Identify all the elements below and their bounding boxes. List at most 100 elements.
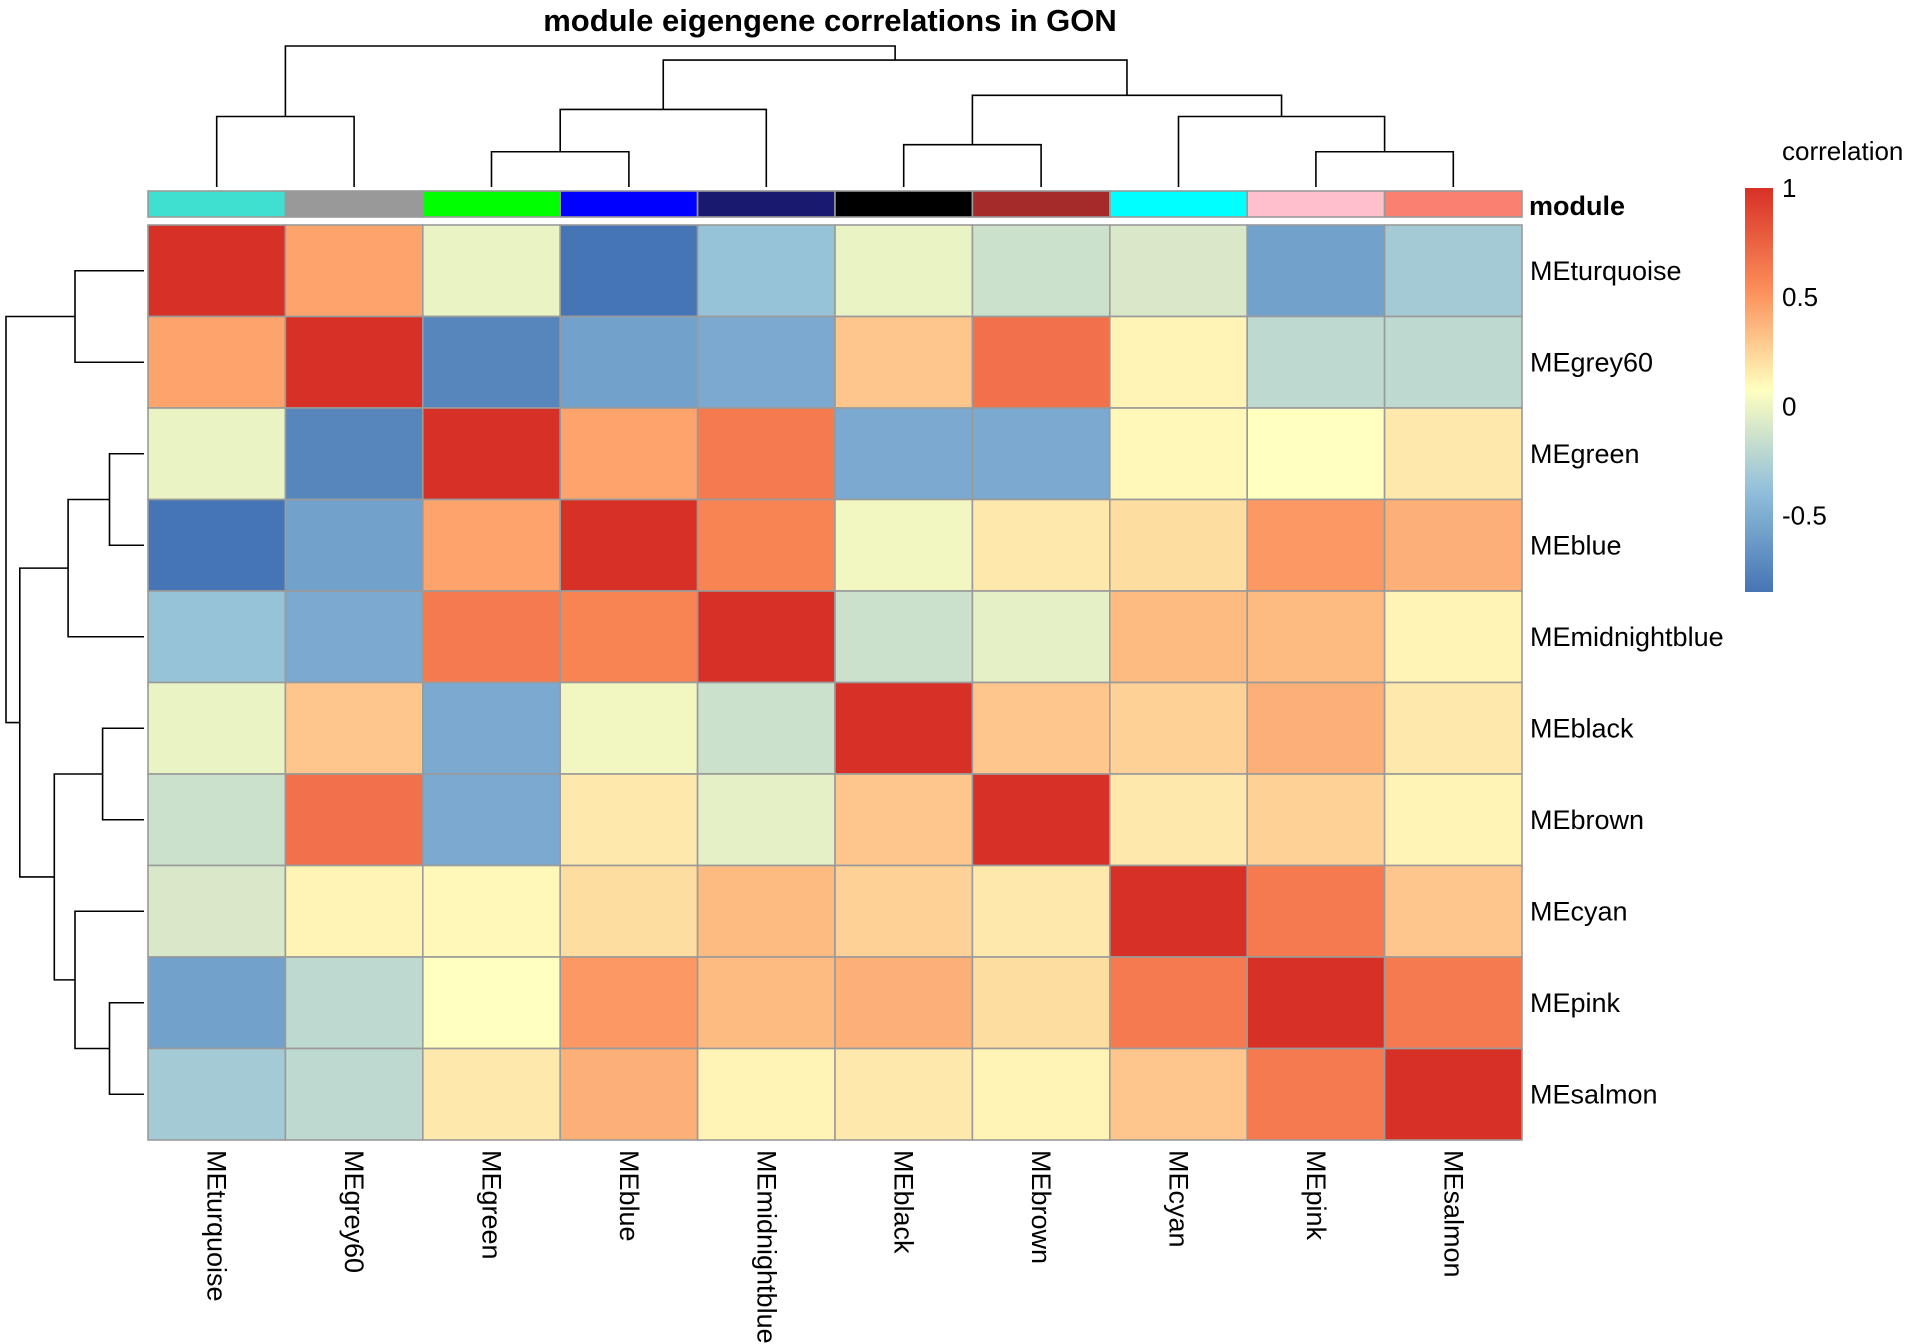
heatmap-cell: [285, 225, 422, 317]
heatmap-cell: [1110, 1049, 1247, 1141]
heatmap-cell: [560, 225, 697, 317]
heatmap-cell: [285, 500, 422, 592]
heatmap-cell: [1385, 957, 1522, 1049]
heatmap-cell: [972, 774, 1109, 866]
heatmap-cell: [972, 317, 1109, 409]
heatmap-cell: [423, 408, 560, 500]
row-label: MEturquoise: [1530, 256, 1682, 286]
heatmap-cell: [835, 591, 972, 683]
row-label: MEbrown: [1530, 805, 1644, 835]
heatmap-cell: [560, 866, 697, 958]
heatmap-cell: [423, 225, 560, 317]
heatmap-cell: [835, 683, 972, 775]
heatmap-cell: [285, 1049, 422, 1141]
heatmap-cell: [1110, 591, 1247, 683]
heatmap-cell: [1110, 774, 1247, 866]
heatmap-cell: [1247, 317, 1384, 409]
heatmap-cell: [148, 317, 285, 409]
heatmap-chart: module eigengene correlations in GON mod…: [0, 0, 1920, 1344]
heatmap-cell: [1247, 774, 1384, 866]
row-label: MEblue: [1530, 530, 1622, 560]
row-dendrogram-branch: [110, 454, 145, 546]
heatmap-cell: [285, 591, 422, 683]
heatmap-cell: [1110, 866, 1247, 958]
row-labels: MEturquoise MEgrey60 MEgreen MEblue MEmidnig…: [1530, 256, 1724, 1110]
heatmap-cell: [1385, 225, 1522, 317]
heatmap-cell: [698, 866, 835, 958]
legend-tick-label: -0.5: [1782, 501, 1827, 531]
column-dendrogram-branch: [217, 117, 354, 188]
heatmap-figure: module eigengene correlations in GON mod…: [0, 0, 1920, 1344]
heatmap-cell: [148, 225, 285, 317]
heatmap-cell: [285, 408, 422, 500]
row-label: MEmidnightblue: [1530, 622, 1724, 652]
heatmap-cell: [560, 1049, 697, 1141]
heatmap-cell: [1247, 957, 1384, 1049]
heatmap-cell: [698, 500, 835, 592]
heatmap-cell: [835, 774, 972, 866]
row-label: MEsalmon: [1530, 1079, 1658, 1109]
heatmap-cell: [835, 317, 972, 409]
heatmap-cell: [1247, 225, 1384, 317]
heatmap-cell: [1247, 408, 1384, 500]
heatmap-cell: [972, 1049, 1109, 1141]
column-label: MEblue: [614, 1150, 644, 1242]
column-label: MEmidnightblue: [751, 1150, 781, 1344]
heatmap-cell: [1110, 408, 1247, 500]
row-dendrogram-branch: [20, 568, 68, 877]
heatmap-cell: [835, 225, 972, 317]
heatmap-cell: [972, 591, 1109, 683]
module-color-cell: [1110, 191, 1247, 217]
column-label: MEbrown: [1026, 1150, 1056, 1264]
heatmap-cell: [423, 500, 560, 592]
module-color-cell: [1385, 191, 1522, 217]
heatmap-cell: [148, 500, 285, 592]
column-label: MEpink: [1301, 1150, 1331, 1241]
column-dendrogram-branch: [904, 145, 1041, 187]
heatmap-cell: [835, 500, 972, 592]
row-dendrogram-branch: [6, 317, 75, 723]
heatmap-cell: [972, 225, 1109, 317]
module-color-cell: [835, 191, 972, 217]
column-label: MEgreen: [477, 1150, 507, 1260]
column-dendrogram-branch: [285, 46, 895, 117]
heatmap-cell: [423, 683, 560, 775]
heatmap-cell: [698, 591, 835, 683]
heatmap-cell: [1385, 591, 1522, 683]
row-dendrogram-branch: [75, 271, 144, 363]
heatmap-cell: [560, 317, 697, 409]
module-color-cell: [1247, 191, 1384, 217]
heatmap-cell: [423, 774, 560, 866]
heatmap-cell: [285, 774, 422, 866]
column-dendrogram-branch: [663, 60, 1127, 109]
row-dendrogram: [6, 271, 144, 1095]
module-color-cell: [148, 191, 285, 217]
heatmap-cell: [148, 408, 285, 500]
heatmap-cell: [148, 774, 285, 866]
heatmap-cell: [148, 1049, 285, 1141]
column-label: MEgrey60: [339, 1150, 369, 1273]
heatmap-cell: [560, 500, 697, 592]
module-color-cell: [285, 191, 422, 217]
heatmap-cell: [698, 774, 835, 866]
column-label: MEsalmon: [1438, 1150, 1468, 1278]
heatmap-cell: [1247, 866, 1384, 958]
heatmap-cell: [285, 957, 422, 1049]
heatmap-cell: [835, 1049, 972, 1141]
heatmap-cell: [835, 408, 972, 500]
heatmap-cell: [698, 957, 835, 1049]
column-dendrogram-branch: [1316, 152, 1453, 187]
heatmap-cell: [560, 774, 697, 866]
heatmap-cell: [1385, 866, 1522, 958]
heatmap-cell: [560, 683, 697, 775]
heatmap-cell: [835, 866, 972, 958]
heatmap-cell: [423, 957, 560, 1049]
heatmap-cell: [285, 866, 422, 958]
heatmap-cell: [285, 683, 422, 775]
row-label: MEblack: [1530, 713, 1634, 743]
row-dendrogram-branch: [54, 774, 102, 980]
row-dendrogram-branch: [110, 1003, 145, 1095]
heatmap-cell: [1385, 408, 1522, 500]
heatmap-cell: [1247, 683, 1384, 775]
heatmap-cell: [423, 317, 560, 409]
